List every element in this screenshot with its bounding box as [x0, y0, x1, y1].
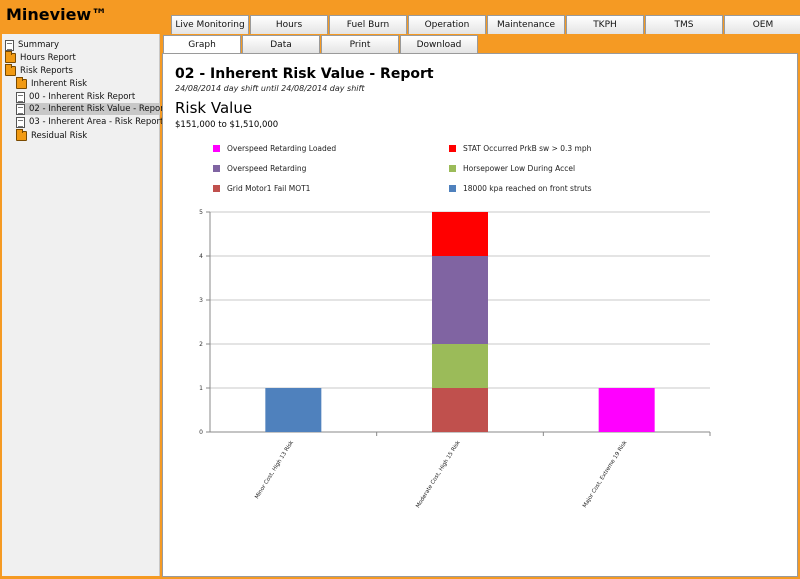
tab-tms[interactable]: TMS [645, 15, 723, 34]
tab-hours[interactable]: Hours [250, 15, 328, 34]
tab-tkph[interactable]: TKPH [566, 15, 644, 34]
x-category-label: Moderate Cost, High 15 Risk [415, 439, 462, 509]
y-tick-label: 1 [199, 385, 203, 392]
legend-swatch [213, 165, 220, 172]
tree-item-label: Summary [18, 40, 60, 50]
tab-fuel-burn[interactable]: Fuel Burn [329, 15, 407, 34]
tab-maintenance[interactable]: Maintenance [487, 15, 565, 34]
legend-item: Overspeed Retarding Loaded [213, 144, 336, 153]
tab-data[interactable]: Data [242, 35, 320, 53]
tree-item-risk-reports[interactable]: Risk Reports [5, 64, 73, 77]
report-date-range: 24/08/2014 day shift until 24/08/2014 da… [175, 84, 365, 93]
tree-item-inherent-risk-value-report[interactable]: 02 - Inherent Risk Value - Report [16, 103, 167, 115]
folder-open-icon [16, 77, 27, 89]
bar-segment [432, 344, 488, 388]
legend-item: Grid Motor1 Fail MOT1 [213, 184, 310, 193]
legend-swatch [449, 185, 456, 192]
bar-segment [598, 388, 655, 432]
legend-swatch [213, 145, 220, 152]
legend-swatch [449, 145, 456, 152]
bar-segment [432, 212, 488, 256]
legend-swatch [213, 185, 220, 192]
report-title: 02 - Inherent Risk Value - Report [175, 66, 434, 82]
folder-icon [16, 129, 27, 141]
tab-oem[interactable]: OEM [724, 15, 800, 34]
y-tick-label: 5 [199, 209, 203, 216]
document-icon [16, 91, 25, 103]
legend-label: Overspeed Retarding [227, 164, 307, 173]
document-icon [16, 103, 25, 115]
y-tick-label: 4 [199, 253, 203, 260]
legend-item: 18000 kpa reached on front struts [449, 184, 592, 193]
tab-operation[interactable]: Operation [408, 15, 486, 34]
app-title: Mineview™ [6, 5, 108, 24]
y-tick-label: 3 [199, 297, 203, 304]
tree-item-label: Inherent Risk [31, 79, 88, 89]
tab-graph[interactable]: Graph [163, 35, 241, 54]
legend-label: Grid Motor1 Fail MOT1 [227, 184, 311, 193]
document-icon [16, 116, 25, 128]
document-icon [5, 39, 14, 51]
bar-segment [432, 388, 488, 432]
tree-item-label: Risk Reports [20, 66, 73, 76]
tree-item-inherent-risk-report[interactable]: 00 - Inherent Risk Report [16, 91, 135, 103]
folder-open-icon [5, 64, 16, 76]
bar-segment [265, 388, 322, 432]
legend-label: Horsepower Low During Accel [463, 164, 576, 173]
tree-item-label: 03 - Inherent Area - Risk Report [29, 117, 164, 127]
tree-item-summary[interactable]: Summary [5, 39, 59, 51]
section-title: Risk Value [175, 99, 253, 117]
legend-label: Overspeed Retarding Loaded [227, 144, 337, 153]
legend-label: STAT Occurred PrkB sw > 0.3 mph [463, 144, 592, 153]
x-category-label: Minor Cost, High 13 Risk [254, 439, 295, 500]
x-category-label: Major Cost, Extreme 19 Risk [582, 439, 629, 509]
bar-segment [432, 256, 488, 344]
y-tick-label: 0 [199, 429, 203, 436]
tab-live-monitoring[interactable]: Live Monitoring [171, 15, 249, 34]
tree-item-hours-report[interactable]: Hours Report [5, 51, 76, 64]
report-content: 02 - Inherent Risk Value - Report 24/08/… [162, 53, 798, 577]
folder-icon [5, 51, 16, 63]
tree-item-residual-risk[interactable]: Residual Risk [16, 129, 88, 142]
value-range: $151,000 to $1,510,000 [175, 120, 279, 130]
y-tick-label: 2 [199, 341, 203, 348]
tree-item-inherent-risk[interactable]: Inherent Risk [16, 77, 88, 90]
tree-item-inherent-area-risk-report[interactable]: 03 - Inherent Area - Risk Report [16, 116, 163, 128]
tab-print[interactable]: Print [321, 35, 399, 53]
report-tree-sidebar: Summary Hours Report Risk Reports Inhere… [2, 34, 167, 576]
tree-item-label: 02 - Inherent Risk Value - Report [29, 104, 168, 114]
chart-legend: Overspeed Retarding Loaded STAT Occurred … [213, 144, 693, 204]
view-tab-bar: Graph Data Print Download [163, 35, 479, 54]
legend-item: STAT Occurred PrkB sw > 0.3 mph [449, 144, 591, 153]
legend-item: Overspeed Retarding [213, 164, 306, 173]
risk-value-chart: 0 1 2 3 4 5 Minor Cost, High 13 Risk Moderate C… [199, 209, 711, 509]
tab-download[interactable]: Download [400, 35, 478, 53]
legend-label: 18000 kpa reached on front struts [463, 184, 592, 193]
tree-item-label: Hours Report [20, 53, 76, 63]
legend-swatch [449, 165, 456, 172]
tree-item-label: Residual Risk [31, 131, 88, 141]
tree-item-label: 00 - Inherent Risk Report [29, 92, 136, 102]
main-tab-bar: Live Monitoring Hours Fuel Burn Operatio… [171, 15, 800, 34]
legend-item: Horsepower Low During Accel [449, 164, 575, 173]
